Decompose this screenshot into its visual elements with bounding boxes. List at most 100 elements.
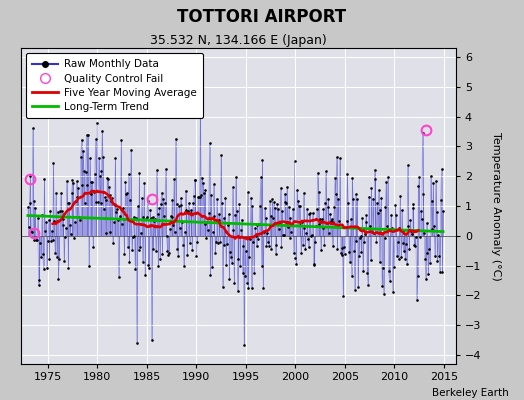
Point xyxy=(325,230,333,236)
Point xyxy=(82,132,91,138)
Point xyxy=(63,200,72,206)
Point xyxy=(315,220,323,227)
Point xyxy=(390,264,399,271)
Point xyxy=(29,198,38,204)
Point xyxy=(97,168,105,174)
Point xyxy=(78,182,86,188)
Point xyxy=(314,189,323,195)
Point xyxy=(159,195,168,202)
Point xyxy=(50,217,59,224)
Point xyxy=(78,137,86,143)
Point xyxy=(346,216,355,222)
Point xyxy=(372,238,380,245)
Point xyxy=(323,204,332,210)
Point xyxy=(104,176,112,182)
Point xyxy=(307,233,315,240)
Point xyxy=(101,196,110,203)
Point xyxy=(195,194,204,200)
Point xyxy=(406,217,414,224)
Point xyxy=(323,220,331,226)
Point xyxy=(342,218,351,224)
Point xyxy=(417,208,425,214)
Point xyxy=(361,231,369,237)
Point xyxy=(35,276,43,283)
Point xyxy=(382,179,390,185)
Point xyxy=(389,226,398,233)
Point xyxy=(336,155,344,162)
Point xyxy=(320,242,329,248)
Point xyxy=(351,287,359,293)
Point xyxy=(319,224,327,231)
Point xyxy=(247,285,256,291)
Point xyxy=(266,213,275,219)
Point xyxy=(297,250,305,256)
Point xyxy=(439,208,447,214)
Point xyxy=(398,207,406,214)
Point xyxy=(358,215,366,222)
Point xyxy=(385,268,393,274)
Point xyxy=(127,147,135,154)
Point xyxy=(62,178,71,184)
Point xyxy=(200,220,209,227)
Point xyxy=(37,254,45,260)
Point xyxy=(79,148,88,154)
Point xyxy=(311,238,320,245)
Point xyxy=(38,212,46,219)
Point xyxy=(171,229,179,236)
Point xyxy=(85,263,93,269)
Point xyxy=(374,210,382,216)
Point xyxy=(98,128,106,135)
Point xyxy=(83,182,92,188)
Point xyxy=(405,246,413,252)
Point xyxy=(261,215,270,221)
Point xyxy=(343,170,352,177)
Point xyxy=(116,212,125,219)
Point xyxy=(383,223,391,230)
Point xyxy=(355,253,363,260)
Point xyxy=(180,262,188,269)
Point xyxy=(392,212,400,218)
Point xyxy=(290,158,299,164)
Point xyxy=(235,201,244,207)
Point xyxy=(328,215,336,222)
Point xyxy=(393,252,401,259)
Point xyxy=(68,177,77,183)
Point xyxy=(84,132,92,138)
Point xyxy=(90,189,98,195)
Point xyxy=(432,209,441,215)
Point xyxy=(94,199,102,205)
Point xyxy=(316,216,324,222)
Point xyxy=(332,154,341,160)
Point xyxy=(53,208,62,215)
Point xyxy=(399,248,408,254)
Point xyxy=(188,247,196,253)
Point xyxy=(52,254,61,260)
Point xyxy=(54,276,63,282)
Point xyxy=(60,258,69,264)
Point xyxy=(146,207,154,214)
Point xyxy=(201,187,210,193)
Point xyxy=(149,246,158,252)
Point xyxy=(183,252,191,258)
Point xyxy=(122,191,130,198)
Point xyxy=(330,204,339,211)
Point xyxy=(199,180,207,187)
Point xyxy=(362,212,370,218)
Point xyxy=(260,228,268,235)
Point xyxy=(86,178,95,185)
Point xyxy=(299,190,308,196)
Point xyxy=(103,175,111,181)
Point xyxy=(164,252,172,258)
Point xyxy=(335,218,343,224)
Point xyxy=(286,234,294,241)
Point xyxy=(435,269,444,275)
Point xyxy=(124,244,132,250)
Point xyxy=(274,206,282,212)
Point xyxy=(35,282,43,289)
Point xyxy=(376,207,385,214)
Point xyxy=(408,231,416,238)
Point xyxy=(422,220,431,226)
Point xyxy=(72,178,81,184)
Point xyxy=(100,206,108,212)
Point xyxy=(162,232,171,239)
